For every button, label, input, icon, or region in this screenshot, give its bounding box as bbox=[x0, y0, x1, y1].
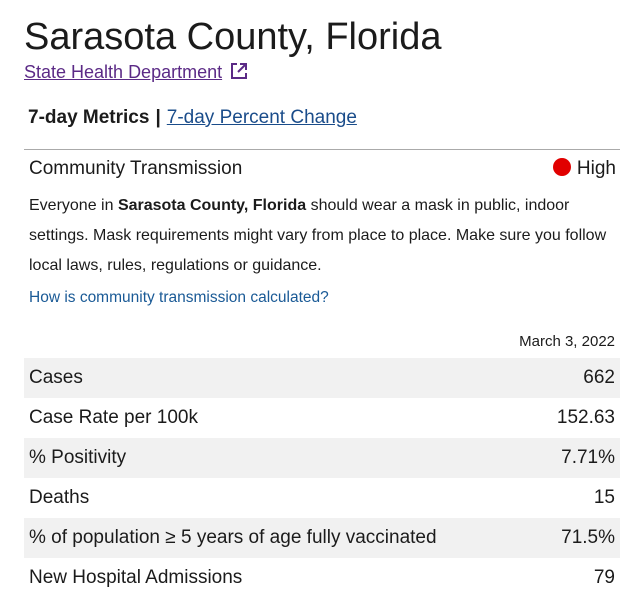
metric-value: 71.5% bbox=[561, 527, 615, 548]
metric-label: Cases bbox=[29, 367, 83, 388]
transmission-label: Community Transmission bbox=[29, 158, 243, 179]
metric-value: 79 bbox=[593, 567, 615, 588]
desc-bold: Sarasota County, Florida bbox=[117, 197, 307, 214]
tab-separator: | bbox=[155, 107, 161, 128]
health-dept-link[interactable]: State Health Department bbox=[24, 62, 248, 83]
desc-text: Everyone in bbox=[29, 197, 118, 214]
metric-row: % Positivity 7.71% bbox=[24, 438, 620, 478]
metric-value: 7.71% bbox=[561, 447, 615, 468]
title: Sarasota County, Florida bbox=[24, 16, 442, 58]
transmission-level: High bbox=[552, 158, 616, 180]
level-text: High bbox=[576, 158, 616, 179]
metric-row: Case Rate per 100k 152.63 bbox=[24, 398, 620, 438]
metric-label: % Positivity bbox=[29, 447, 127, 468]
date: March 3, 2022 bbox=[519, 333, 615, 350]
tab-active[interactable]: 7-day Metrics bbox=[28, 107, 150, 128]
metric-value: 662 bbox=[583, 367, 615, 388]
metric-row: Deaths 15 bbox=[24, 478, 620, 518]
metric-label: New Hospital Admissions bbox=[29, 567, 243, 588]
metric-label: Deaths bbox=[29, 487, 90, 508]
metric-row: % of population ≥ 5 years of age fully v… bbox=[24, 518, 620, 558]
metric-value: 15 bbox=[593, 487, 615, 508]
level-dot bbox=[552, 158, 571, 176]
description: Everyone in Sarasota County, Florida sho… bbox=[29, 191, 609, 281]
metric-label: % of population ≥ 5 years of age fully v… bbox=[29, 527, 437, 548]
tab-percent-change[interactable]: 7-day Percent Change bbox=[166, 107, 357, 128]
link-text: State Health Department bbox=[24, 62, 223, 82]
metric-value: 152.63 bbox=[556, 407, 615, 428]
metrics-table: Cases 662 Case Rate per 100k 152.63 % Positi… bbox=[24, 358, 620, 598]
metric-label: Case Rate per 100k bbox=[29, 407, 198, 428]
divider bbox=[24, 149, 620, 150]
metric-row: New Hospital Admissions 79 bbox=[24, 558, 620, 598]
desc-text: should wear a mask in public, indoor set… bbox=[29, 197, 607, 274]
calc-link[interactable]: How is community transmission calculated… bbox=[29, 289, 329, 306]
tabs: 7-day Metrics | 7-day Percent Change bbox=[28, 107, 357, 129]
external-icon bbox=[231, 63, 248, 79]
metric-row: Cases 662 bbox=[24, 358, 620, 398]
